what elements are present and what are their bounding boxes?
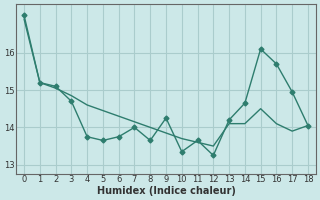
X-axis label: Humidex (Indice chaleur): Humidex (Indice chaleur) bbox=[97, 186, 236, 196]
